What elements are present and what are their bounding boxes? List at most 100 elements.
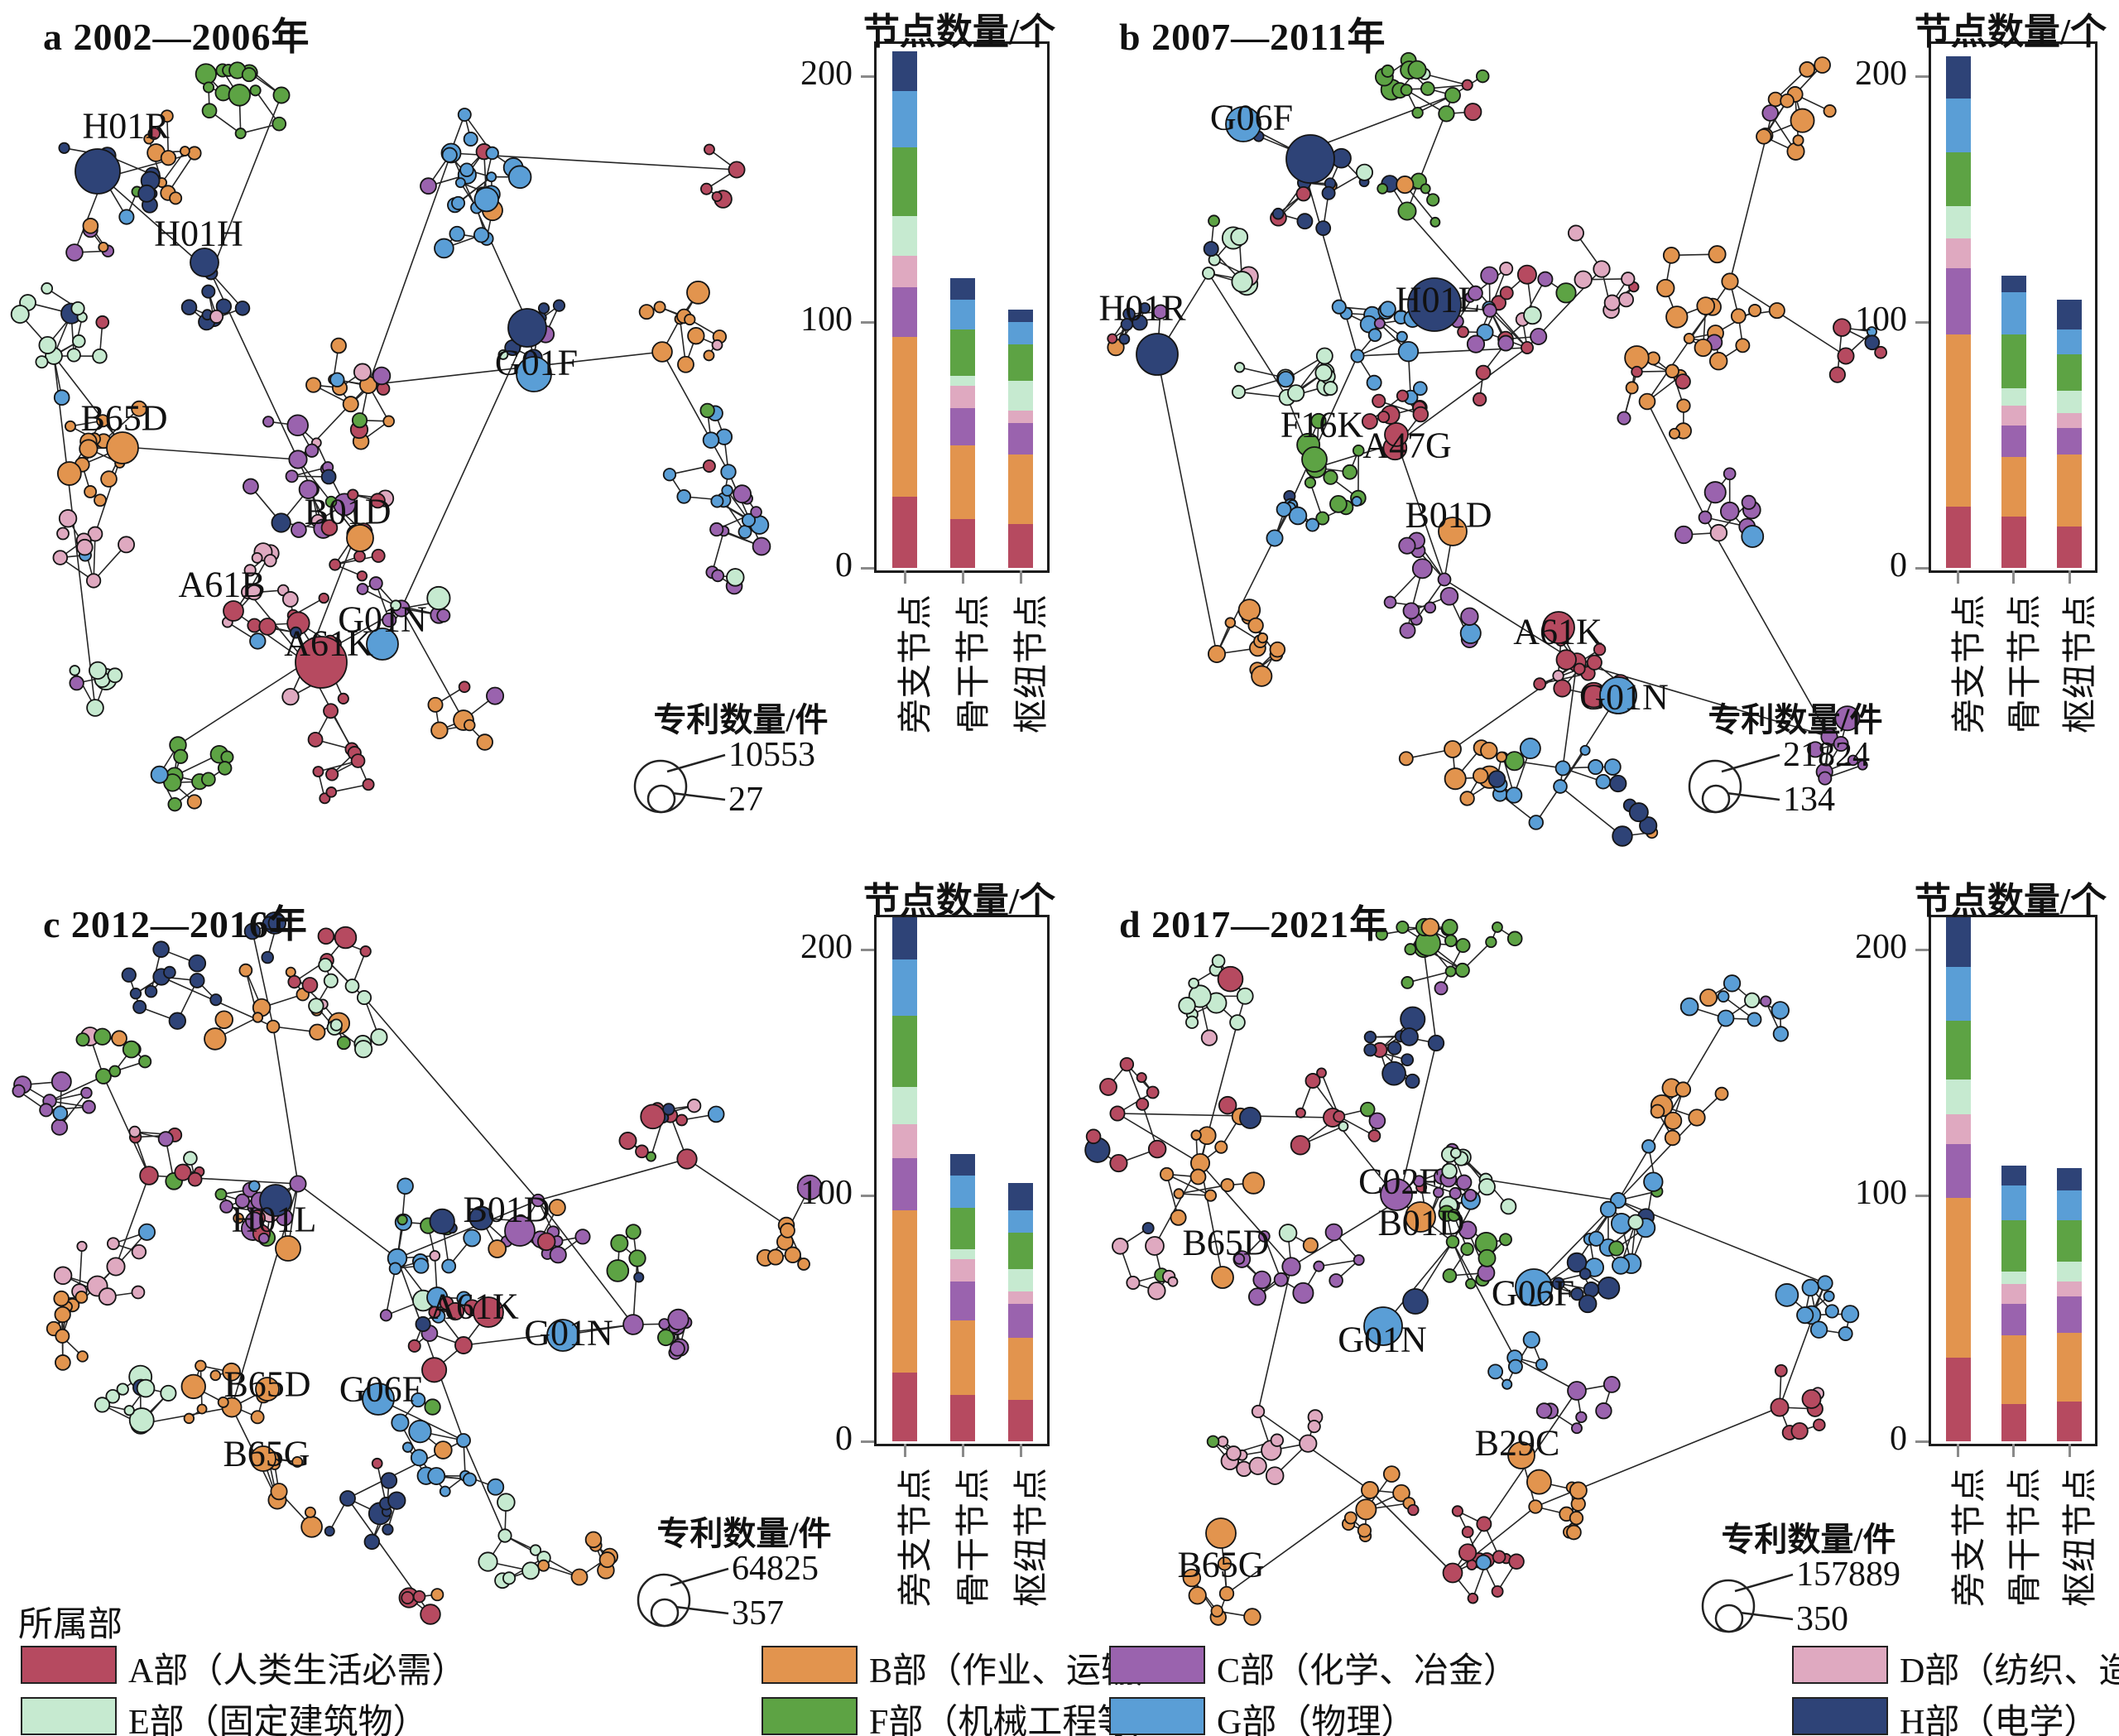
hub-node-F16K <box>1301 446 1328 473</box>
bar-segment-D <box>950 386 976 408</box>
bar-segment-C <box>892 287 918 337</box>
hub-node-B01D <box>504 1215 536 1247</box>
legend-label-E: E部（固定建筑物） <box>128 1704 428 1736</box>
bar-segment-E <box>1008 381 1034 411</box>
bar-segment-D <box>2057 1281 2083 1296</box>
legend-swatch-A <box>21 1646 117 1684</box>
y-tick-mark <box>1915 948 1929 951</box>
bar-segment-G <box>1008 322 1034 344</box>
hub-node-B01D <box>1405 1201 1436 1233</box>
bar-segment-H <box>1008 310 1034 323</box>
node-label-G06F: G06F <box>339 1368 423 1410</box>
bar-segment-E <box>950 1249 976 1260</box>
bar-segment-D <box>2001 1283 2026 1304</box>
bar-segment-G <box>950 1176 976 1208</box>
bar-segment-E <box>2001 1272 2026 1284</box>
bar-segment-B <box>2057 1333 2083 1402</box>
node-label-B65G: B65G <box>1177 1544 1265 1585</box>
bar-segment-C <box>1945 267 1971 334</box>
size-scale-circles-icon <box>633 753 726 814</box>
bar-segment-D <box>1945 1114 1971 1144</box>
bar-segment-H <box>950 277 976 301</box>
y-tick-mark <box>1915 320 1929 324</box>
bar-segment-C <box>2001 1303 2026 1336</box>
x-tick-mark <box>1957 1444 1960 1457</box>
hub-node-B01D <box>346 524 374 552</box>
bar-segment-B <box>950 1320 976 1395</box>
stacked-bar-c-1 <box>892 917 918 1441</box>
node-label-H01L: H01L <box>1395 279 1481 320</box>
bar-segment-D <box>1008 410 1034 423</box>
node-label-B01D: B01D <box>304 491 392 532</box>
stacked-bar-d-3 <box>2057 1168 2083 1441</box>
node-label-G01N: G01N <box>1338 1319 1427 1360</box>
chart-title-a: 节点数量/个 <box>862 12 1056 52</box>
bar-segment-H <box>2001 275 2026 293</box>
hub-node-G06F <box>362 1383 395 1416</box>
x-tick-mark <box>2012 570 2016 584</box>
y-tick-label: 200 <box>800 55 853 93</box>
bar-segment-F <box>950 1207 976 1250</box>
size-legend-max-value: 10553 <box>728 736 815 774</box>
bar-segment-D <box>2057 412 2083 428</box>
x-category-label: 旁支节点 <box>897 1467 936 1607</box>
hub-node-B65G <box>1205 1517 1237 1549</box>
bar-segment-B <box>1008 1338 1034 1400</box>
node-label-G01N: G01N <box>338 599 427 640</box>
bar-segment-D <box>950 1259 976 1282</box>
bar-segment-G <box>2001 1185 2026 1220</box>
hub-node-B65D <box>106 431 139 464</box>
node-label-G01N: G01N <box>1579 676 1669 718</box>
y-tick-label: 100 <box>1855 301 1907 339</box>
bar-segment-H <box>1008 1183 1034 1210</box>
node-label-A61K: A61K <box>430 1286 519 1327</box>
node-label-G01F: G01F <box>494 342 579 383</box>
y-tick-mark <box>861 320 874 324</box>
bar-segment-H <box>1945 917 1971 967</box>
stacked-bar-c-3 <box>1008 1183 1034 1441</box>
bar-segment-B <box>892 1209 918 1373</box>
bar-segment-D <box>892 255 918 288</box>
bar-segment-H <box>892 917 918 959</box>
legend-label-H: H部（电学） <box>1900 1704 2099 1736</box>
node-label-C02F: C02F <box>1358 1161 1439 1202</box>
bar-segment-E <box>1008 1269 1034 1291</box>
x-category-label: 骨干节点 <box>955 1467 994 1607</box>
y-tick-label: 200 <box>1855 55 1907 93</box>
bar-segment-A <box>1008 523 1034 568</box>
panel-title-d: d 2017—2021年 <box>1119 903 1389 945</box>
hub-node-A61K <box>295 636 348 689</box>
bar-segment-E <box>2057 1262 2083 1282</box>
x-category-label: 骨干节点 <box>955 594 994 733</box>
bar-segment-C <box>1008 422 1034 455</box>
size-legend-c: 专利数量/件 64825 357 <box>608 1503 881 1660</box>
stacked-bar-a-3 <box>1008 310 1034 568</box>
node-label-B65D: B65D <box>1182 1222 1270 1263</box>
node-label-B65G: B65G <box>223 1433 310 1474</box>
x-tick-mark <box>961 1444 964 1457</box>
x-tick-mark <box>1019 1444 1022 1457</box>
bar-segment-B <box>950 445 976 519</box>
size-legend-title: 专利数量/件 <box>1708 701 1883 738</box>
bar-segment-D <box>1945 238 1971 268</box>
stacked-bar-c-2 <box>950 1153 976 1441</box>
stacked-bar-b-1 <box>1945 56 1971 568</box>
bar-segment-F <box>1008 344 1034 382</box>
x-tick-mark <box>1957 570 1960 584</box>
stacked-bar-a-2 <box>950 277 976 568</box>
bar-segment-E <box>1945 206 1971 239</box>
size-legend-max-value: 21824 <box>1783 736 1870 774</box>
panel-title-b: b 2007—2011年 <box>1119 16 1386 58</box>
x-category-label: 枢纽节点 <box>1013 594 1052 733</box>
y-tick-mark <box>1915 75 1929 78</box>
bar-segment-H <box>2057 300 2083 329</box>
bar-segment-H <box>950 1153 976 1176</box>
node-label-B01D: B01D <box>463 1189 550 1230</box>
y-tick-mark <box>1915 1440 1929 1443</box>
hub-node-G01N <box>1363 1306 1403 1346</box>
bar-segment-F <box>950 329 976 377</box>
node-label-B65D: B65D <box>223 1363 311 1405</box>
stacked-bar-d-2 <box>2001 1166 2026 1441</box>
hub-node-A61B <box>223 600 244 622</box>
hub-node-H01H <box>190 248 219 277</box>
